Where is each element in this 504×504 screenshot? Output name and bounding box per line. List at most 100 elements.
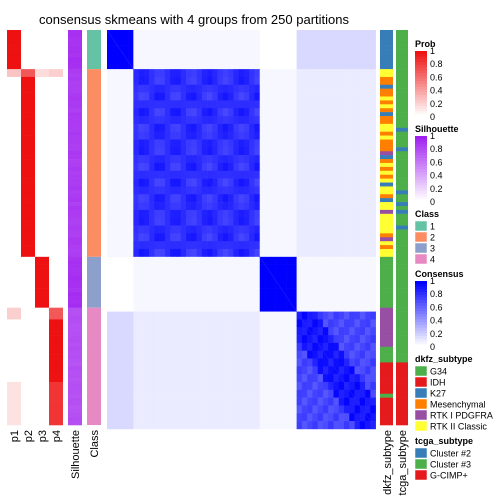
consensus-cell: [186, 335, 192, 344]
consensus-cell: [222, 413, 229, 422]
consensus-cell: [365, 37, 371, 46]
tcga-subtype-cell: [396, 237, 408, 242]
prob-cell: [35, 202, 49, 207]
legend-gradient-step: [415, 199, 427, 203]
consensus-cell: [265, 366, 271, 375]
tcga-subtype-cell: [396, 170, 408, 176]
consensus-cell: [170, 178, 176, 187]
consensus-cell: [333, 116, 340, 125]
consensus-cell: [191, 350, 197, 359]
consensus-cell: [301, 202, 308, 211]
consensus-cell: [265, 241, 271, 250]
consensus-cell: [354, 405, 361, 414]
consensus-cell: [275, 319, 282, 328]
consensus-cell: [307, 397, 313, 406]
consensus-cell: [238, 374, 245, 383]
consensus-cell: [107, 319, 113, 328]
consensus-cell: [233, 225, 239, 234]
consensus-cell: [164, 421, 171, 430]
consensus-cell: [217, 170, 224, 179]
consensus-cell: [149, 233, 155, 242]
consensus-cell: [175, 272, 182, 281]
consensus-cell: [191, 295, 197, 305]
prob-cell: [21, 245, 35, 250]
consensus-cell: [349, 217, 355, 226]
consensus-cell: [359, 288, 366, 297]
consensus-cell: [212, 264, 218, 273]
prob-cell: [35, 389, 49, 395]
prob-cell: [7, 401, 21, 406]
consensus-cell: [291, 256, 297, 265]
consensus-cell: [207, 108, 213, 117]
consensus-cell: [301, 295, 308, 305]
consensus-cell: [249, 225, 255, 234]
consensus-cell: [254, 342, 261, 351]
consensus-cell: [238, 413, 245, 422]
prob-cell: [35, 323, 49, 328]
consensus-cell: [349, 45, 355, 54]
consensus-cell: [217, 30, 224, 39]
consensus-cell: [159, 131, 166, 140]
consensus-cell: [191, 108, 197, 117]
consensus-cell: [259, 162, 266, 172]
consensus-cell: [170, 69, 176, 78]
consensus-cell: [370, 358, 376, 367]
consensus-cell: [143, 170, 150, 179]
consensus-cell: [280, 421, 287, 430]
consensus-cell: [370, 249, 376, 258]
consensus-cell: [207, 241, 213, 250]
consensus-cell: [207, 186, 213, 195]
consensus-cell: [238, 30, 245, 39]
consensus-cell: [301, 123, 308, 132]
consensus-cell: [196, 280, 203, 289]
prob-cell: [35, 413, 49, 418]
consensus-cell: [254, 116, 261, 125]
consensus-cell: [207, 405, 213, 414]
consensus-cell: [164, 358, 171, 367]
prob-cell: [7, 284, 21, 289]
consensus-cell: [243, 131, 250, 140]
consensus-cell: [338, 421, 345, 430]
consensus-cell: [370, 295, 376, 305]
consensus-cell: [154, 413, 160, 422]
consensus-cell: [164, 92, 171, 101]
consensus-cell: [222, 155, 229, 164]
consensus-cell: [286, 92, 292, 101]
consensus-cell: [280, 397, 287, 406]
consensus-cell: [238, 264, 245, 273]
consensus-cell: [201, 381, 208, 391]
consensus-cell: [307, 30, 313, 39]
consensus-cell: [280, 295, 287, 305]
consensus-cell: [159, 303, 166, 312]
consensus-cell: [359, 202, 366, 211]
consensus-cell: [317, 389, 324, 398]
consensus-cell: [149, 342, 155, 351]
consensus-cell: [249, 374, 255, 383]
consensus-cell: [133, 366, 139, 375]
prob-cell: [21, 155, 35, 160]
consensus-cell: [128, 30, 134, 39]
legend-gradient-step: [415, 78, 427, 82]
consensus-cell: [270, 225, 276, 234]
consensus-cell: [322, 405, 329, 414]
consensus-cell: [291, 202, 297, 211]
consensus-cell: [296, 30, 303, 39]
consensus-cell: [259, 335, 266, 344]
prob-cell: [21, 272, 35, 277]
consensus-cell: [175, 249, 182, 258]
consensus-cell: [196, 69, 203, 78]
consensus-cell: [228, 53, 234, 62]
consensus-cell: [122, 186, 129, 195]
consensus-cell: [154, 84, 160, 93]
prob-cell: [49, 335, 63, 340]
consensus-cell: [217, 116, 224, 125]
consensus-cell: [122, 131, 129, 140]
consensus-cell: [312, 319, 318, 328]
consensus-cell: [191, 61, 197, 70]
consensus-cell: [107, 53, 113, 62]
consensus-cell: [259, 303, 266, 312]
consensus-cell: [359, 162, 366, 172]
consensus-cell: [149, 327, 155, 336]
consensus-cell: [159, 389, 166, 398]
consensus-cell: [370, 186, 376, 195]
